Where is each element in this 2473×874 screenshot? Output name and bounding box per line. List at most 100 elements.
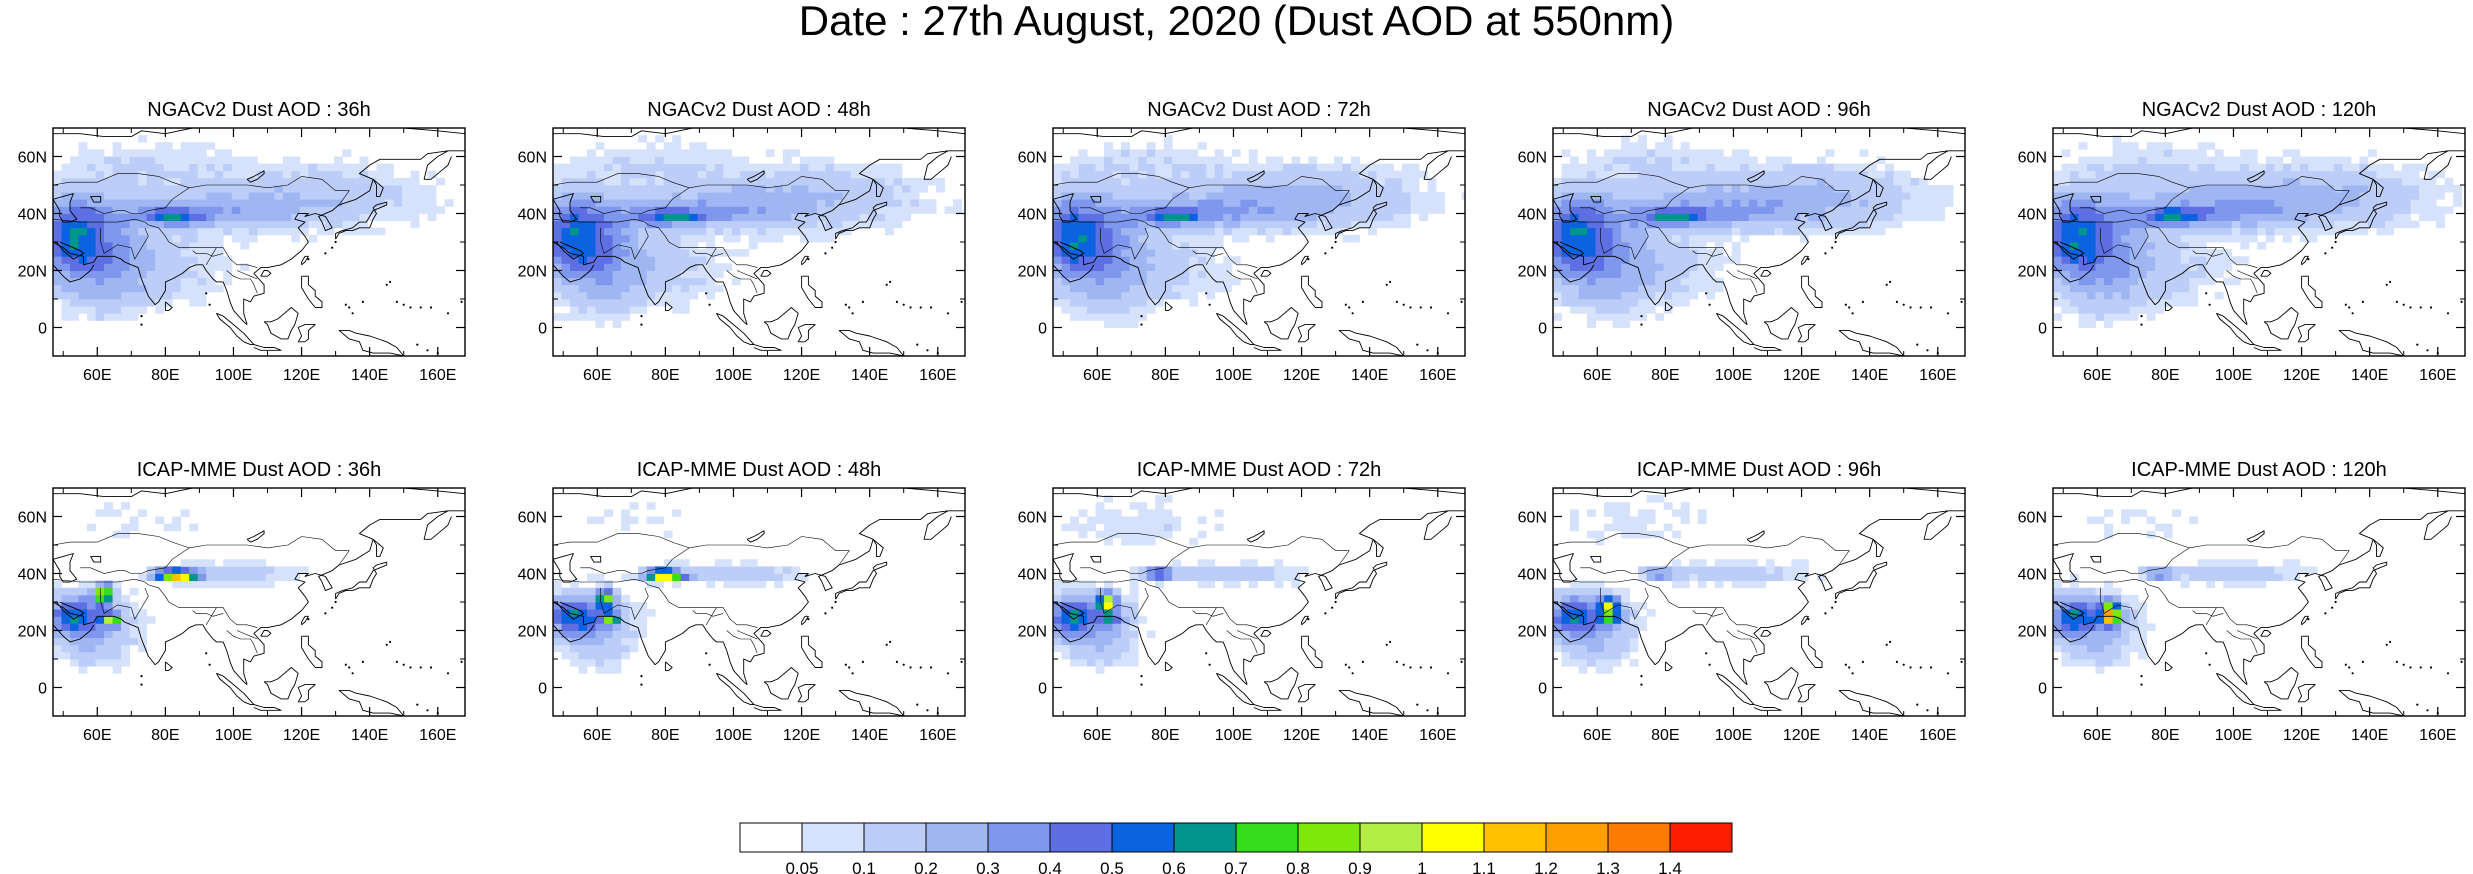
aod-cell	[1112, 530, 1122, 539]
aod-cell	[612, 177, 622, 186]
country-border	[1100, 587, 1149, 620]
aod-cell	[867, 170, 877, 179]
aod-cell	[2367, 192, 2377, 200]
aod-cell	[1740, 163, 1750, 172]
aod-cell	[1680, 234, 1690, 243]
aod-cell	[1663, 206, 1673, 214]
aod-cell	[816, 199, 826, 207]
aod-cell	[638, 135, 648, 143]
aod-cell	[1936, 206, 1945, 214]
aod-cell	[410, 185, 420, 193]
aod-cell	[757, 580, 767, 589]
aod-cell	[2129, 192, 2139, 200]
coastline	[1556, 241, 1585, 260]
aod-cell	[2087, 249, 2096, 257]
aod-cell	[129, 277, 139, 286]
aod-cell	[163, 213, 173, 222]
aod-cell	[146, 249, 156, 257]
aod-cell	[95, 277, 105, 286]
aod-cell	[587, 206, 596, 214]
aod-cell	[646, 213, 656, 222]
coastline	[1243, 510, 1465, 685]
aod-cell	[2061, 185, 2071, 193]
aod-cell	[299, 566, 309, 574]
aod-cell	[2206, 142, 2216, 150]
aod-cell	[1927, 199, 1937, 207]
aod-cell	[2172, 199, 2182, 207]
aod-cell	[1121, 163, 1131, 172]
aod-cell	[672, 185, 682, 193]
aod-cell	[621, 299, 631, 307]
aod-cell	[1638, 220, 1648, 229]
aod-cell	[629, 227, 639, 236]
aod-cell	[206, 566, 216, 574]
aod-cell	[1595, 284, 1605, 293]
lon-tick-label: 120E	[283, 367, 320, 384]
aod-cell	[867, 206, 877, 214]
aod-cell	[189, 149, 199, 157]
island	[208, 663, 211, 666]
aod-cell	[791, 199, 801, 207]
aod-cell	[1410, 177, 1420, 186]
aod-cell	[2376, 220, 2386, 229]
aod-cell	[2214, 199, 2224, 207]
aod-cell	[2112, 142, 2122, 150]
aod-cell	[61, 602, 71, 610]
aod-cell	[1163, 156, 1173, 165]
aod-cell	[214, 170, 224, 179]
aod-cell	[248, 213, 258, 222]
aod-cell	[672, 156, 682, 165]
aod-cell	[1087, 227, 1096, 236]
aod-cell	[578, 185, 588, 193]
coastline	[797, 324, 816, 343]
aod-cell	[1240, 213, 1250, 222]
aod-cell	[604, 156, 613, 165]
aod-cell	[1070, 263, 1079, 271]
aod-cell	[2180, 170, 2190, 179]
coastline	[2243, 150, 2465, 325]
aod-cell	[1902, 185, 1911, 193]
lon-tick-label: 120E	[783, 727, 820, 744]
island	[2344, 303, 2347, 306]
aod-cell	[70, 170, 79, 179]
aod-cell	[231, 213, 241, 222]
aod-cell	[595, 213, 605, 222]
aod-cell	[1231, 227, 1241, 236]
aod-cell	[206, 580, 216, 589]
aod-cell	[791, 220, 801, 229]
aod-cell	[663, 256, 673, 264]
aod-cell	[1384, 206, 1394, 214]
aod-cell	[2061, 206, 2071, 214]
aod-cell	[2350, 213, 2360, 222]
aod-cell	[706, 249, 716, 257]
aod-cell	[1240, 573, 1250, 582]
aod-cell	[240, 566, 250, 574]
aod-cell	[1155, 249, 1165, 257]
lon-tick-label: 120E	[1783, 367, 1820, 384]
aod-cell	[612, 270, 622, 279]
aod-cell	[629, 170, 639, 179]
aod-cell	[155, 263, 165, 271]
aod-cell	[1595, 291, 1605, 300]
aod-cell	[731, 580, 741, 589]
figure-title: Date : 27th August, 2020 (Dust AOD at 55…	[798, 0, 1675, 44]
aod-cell	[1876, 177, 1886, 186]
aod-cell	[1850, 220, 1860, 229]
aod-cell	[231, 580, 241, 589]
aod-cell	[570, 263, 579, 271]
aod-cell	[2070, 263, 2079, 271]
aod-cell	[1070, 580, 1079, 589]
aod-cell	[1257, 206, 1267, 214]
aod-cell	[2078, 199, 2088, 207]
aod-cell	[621, 602, 631, 610]
aod-cell	[2308, 199, 2318, 207]
aod-cell	[1189, 192, 1199, 200]
aod-cell	[1129, 163, 1139, 172]
aod-cell	[680, 149, 690, 157]
aod-cell	[2112, 163, 2122, 172]
aod-cell	[121, 630, 131, 639]
aod-cell	[1112, 306, 1122, 314]
aod-cell	[223, 566, 233, 574]
aod-cell	[884, 185, 894, 193]
